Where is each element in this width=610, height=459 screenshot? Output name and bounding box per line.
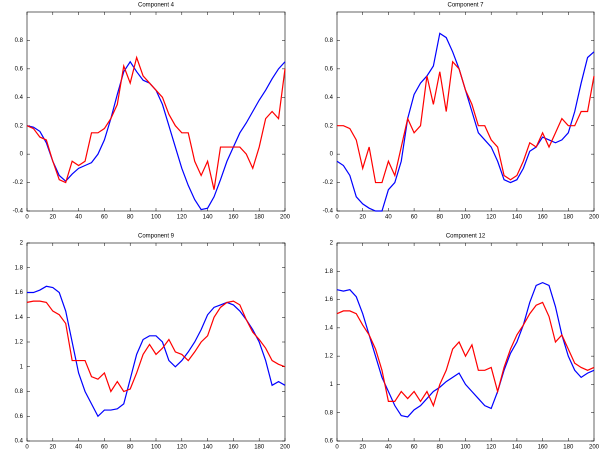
y-tick-label: 1.6 [325,297,334,303]
x-tick-label: 180 [563,445,574,451]
y-tick-label: 0.8 [325,38,334,44]
y-tick-label: -0.2 [13,180,24,186]
x-tick-label: 200 [589,215,600,221]
x-tick-label: 140 [512,445,523,451]
data-line [27,285,286,418]
y-tick-label: -0.4 [323,209,334,215]
x-tick-label: 100 [460,445,471,451]
x-tick-label: 160 [538,445,549,451]
y-tick-label: 1.2 [325,354,334,360]
y-tick-label: 1.8 [325,269,334,275]
x-tick-label: 140 [203,445,214,451]
chart-title: Component 7 [447,3,484,9]
x-tick-label: 60 [411,445,418,451]
chart-title: Component 9 [138,234,175,240]
x-tick-label: 20 [49,445,56,451]
y-tick-label: 1.8 [15,265,24,271]
y-tick-label: 0.6 [325,439,334,445]
y-tick-label: 0.2 [325,123,334,129]
x-tick-label: 200 [280,445,291,451]
y-tick-label: 1 [330,382,334,388]
x-tick-label: 180 [254,215,265,221]
y-tick-label: 1.6 [15,290,24,296]
axes-box [26,242,286,442]
axes-box [336,242,595,442]
x-tick-label: 80 [436,215,443,221]
data-line [337,60,595,184]
x-tick-label: 40 [75,215,82,221]
x-tick-label: 80 [127,445,134,451]
x-tick-label: 160 [228,445,239,451]
y-tick-label: 0.4 [15,95,24,101]
x-tick-label: 120 [177,215,188,221]
x-tick-label: 180 [563,215,574,221]
x-tick-label: 80 [436,445,443,451]
x-tick-label: 180 [254,445,265,451]
x-tick-label: 40 [385,215,392,221]
y-tick-label: 1.4 [15,315,24,321]
x-tick-label: 20 [359,445,366,451]
data-line [336,301,595,408]
y-tick-label: 0.8 [325,410,334,416]
x-tick-label: 200 [280,215,291,221]
x-tick-label: 80 [127,215,134,221]
x-tick-label: 0 [25,215,29,221]
chart-title: Component 12 [446,234,486,240]
y-tick-label: -0.4 [13,209,24,215]
x-tick-label: 0 [25,445,29,451]
y-tick-label: 0.4 [15,439,24,445]
x-tick-label: 160 [228,215,239,221]
y-tick-label: 0.6 [15,414,24,420]
y-tick-label: 2 [330,241,334,247]
axes-box [26,11,286,212]
y-tick-label: 0.6 [15,66,24,72]
y-tick-label: 0 [330,152,334,158]
x-tick-label: 160 [538,215,549,221]
x-tick-label: 100 [460,215,471,221]
axes-box [336,11,595,212]
y-tick-label: 1.4 [325,325,334,331]
y-tick-label: 0.2 [15,123,24,129]
x-tick-label: 20 [49,215,56,221]
x-tick-label: 140 [203,215,214,221]
y-tick-label: 0.8 [15,389,24,395]
y-tick-label: 1 [20,364,24,370]
data-line [336,281,595,418]
x-tick-label: 40 [385,445,392,451]
x-tick-label: 40 [75,445,82,451]
x-tick-label: 0 [335,445,339,451]
x-tick-label: 100 [151,445,162,451]
x-tick-label: 60 [101,215,108,221]
y-tick-label: 0 [20,152,24,158]
x-tick-label: 120 [486,215,497,221]
chart-title: Component 4 [138,3,175,9]
x-tick-label: 100 [151,215,162,221]
x-tick-label: 20 [359,215,366,221]
x-tick-label: 60 [411,215,418,221]
y-tick-label: 0.4 [325,95,334,101]
y-tick-label: 1.2 [15,340,24,346]
x-tick-label: 140 [512,215,523,221]
x-tick-label: 120 [486,445,497,451]
y-tick-label: -0.2 [323,180,334,186]
x-tick-label: 0 [335,215,339,221]
x-tick-label: 120 [177,445,188,451]
x-tick-label: 200 [589,445,600,451]
y-tick-label: 2 [20,241,24,247]
x-tick-label: 60 [101,445,108,451]
data-line [26,55,286,190]
y-tick-label: 0.6 [325,66,334,72]
y-tick-label: 0.8 [15,38,24,44]
data-line [26,300,286,393]
